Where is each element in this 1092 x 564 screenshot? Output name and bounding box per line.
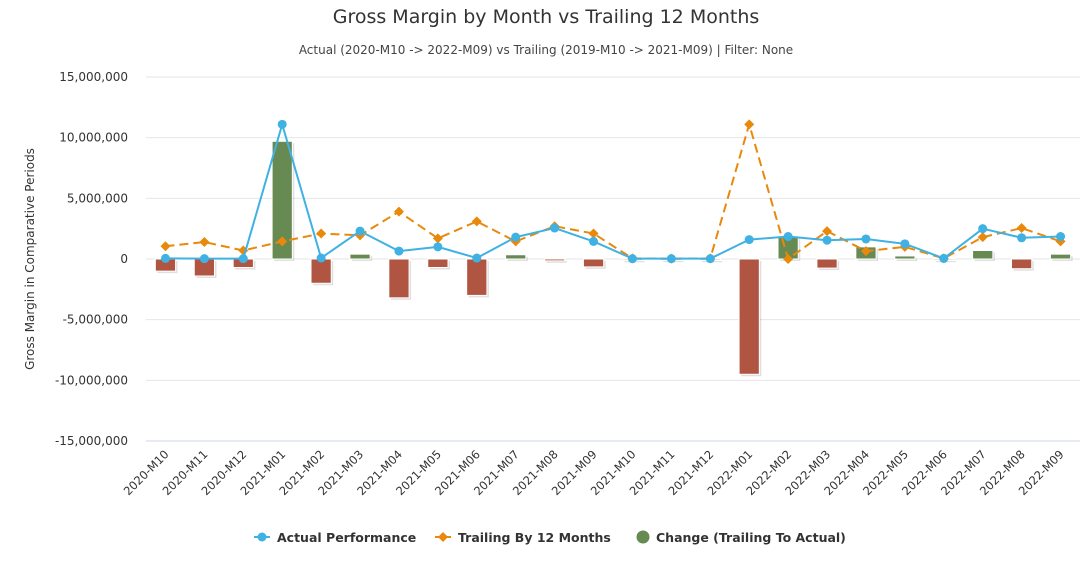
data-point xyxy=(977,232,988,243)
data-point xyxy=(277,119,287,129)
chart-title: Gross Margin by Month vs Trailing 12 Mon… xyxy=(333,6,760,28)
data-point xyxy=(939,253,949,263)
data-point xyxy=(588,228,599,239)
data-point xyxy=(666,254,676,264)
x-axis-ticks: 2020-M102020-M112020-M122021-M012021-M02… xyxy=(121,447,1067,498)
data-point xyxy=(705,254,715,264)
data-point xyxy=(432,233,443,244)
data-point xyxy=(199,254,209,264)
data-point xyxy=(783,254,794,264)
legend-label: Change (Trailing To Actual) xyxy=(656,530,846,545)
y-tick-label: 15,000,000 xyxy=(59,70,128,84)
y-tick-label: 10,000,000 xyxy=(59,131,128,145)
data-point xyxy=(394,246,404,256)
data-point xyxy=(160,253,170,263)
y-tick-label: -5,000,000 xyxy=(63,313,128,327)
data-point xyxy=(978,224,988,234)
legend: Actual Performance Trailing By 12 Months C… xyxy=(254,530,846,545)
data-point xyxy=(471,216,482,227)
data-point xyxy=(511,232,521,242)
line-series-actual xyxy=(160,119,1066,264)
data-point xyxy=(900,239,910,249)
data-point xyxy=(160,241,171,252)
change-bar xyxy=(349,253,371,260)
data-point xyxy=(199,237,210,248)
data-point xyxy=(744,119,755,130)
data-point xyxy=(822,235,832,245)
data-point xyxy=(277,236,288,247)
data-point xyxy=(316,253,326,263)
legend-label: Actual Performance xyxy=(277,530,416,545)
data-point xyxy=(1056,232,1066,242)
data-point xyxy=(355,226,365,236)
data-point xyxy=(861,234,871,244)
data-point xyxy=(822,226,833,237)
legend-label: Trailing By 12 Months xyxy=(458,530,611,545)
bar-shadow xyxy=(546,261,567,263)
grid-lines xyxy=(146,76,1080,442)
bar-series-change xyxy=(154,140,1073,377)
legend-item[interactable]: Change (Trailing To Actual) xyxy=(636,530,846,545)
y-tick-label: -10,000,000 xyxy=(55,373,128,387)
y-tick-label: 5,000,000 xyxy=(67,191,128,205)
data-point xyxy=(783,232,793,242)
data-point xyxy=(1017,233,1027,243)
legend-symbol xyxy=(438,532,448,542)
legend-item[interactable]: Actual Performance xyxy=(254,530,416,545)
series-line xyxy=(165,123,1061,260)
change-bar xyxy=(427,258,449,268)
data-point xyxy=(472,253,482,263)
change-bar xyxy=(388,258,410,299)
change-bar xyxy=(816,258,838,269)
legend-symbol xyxy=(257,532,267,542)
line-series-trailing xyxy=(160,119,1066,264)
legend-symbol xyxy=(636,530,650,544)
change-bar xyxy=(972,250,994,260)
data-point xyxy=(433,242,443,252)
data-point xyxy=(550,223,560,233)
legend-item[interactable]: Trailing By 12 Months xyxy=(435,530,611,545)
data-point xyxy=(1016,223,1027,234)
chart-subtitle: Actual (2020-M10 -> 2022-M09) vs Trailin… xyxy=(299,43,793,57)
data-point xyxy=(860,246,871,257)
change-bar xyxy=(582,258,605,268)
data-point xyxy=(589,236,599,246)
y-axis-title: Gross Margin in Comparative Periods xyxy=(23,148,37,370)
y-tick-label: 0 xyxy=(120,252,128,266)
change-bar xyxy=(894,255,916,260)
data-point xyxy=(238,254,248,264)
y-tick-label: -15,000,000 xyxy=(55,434,128,448)
change-bar xyxy=(1049,253,1072,260)
y-axis-ticks: 15,000,000 10,000,000 5,000,000 0 -5,000,000… xyxy=(55,70,128,448)
data-point xyxy=(627,254,637,264)
series-line xyxy=(165,123,1061,260)
data-point xyxy=(393,206,404,217)
data-point xyxy=(744,235,754,245)
change-bar xyxy=(271,140,293,260)
change-bar xyxy=(738,258,760,375)
data-point xyxy=(316,228,327,239)
change-bar xyxy=(505,254,527,260)
change-bar xyxy=(1011,258,1033,270)
change-bar xyxy=(544,258,566,262)
change-bar xyxy=(466,258,488,296)
change-bar xyxy=(310,258,332,284)
